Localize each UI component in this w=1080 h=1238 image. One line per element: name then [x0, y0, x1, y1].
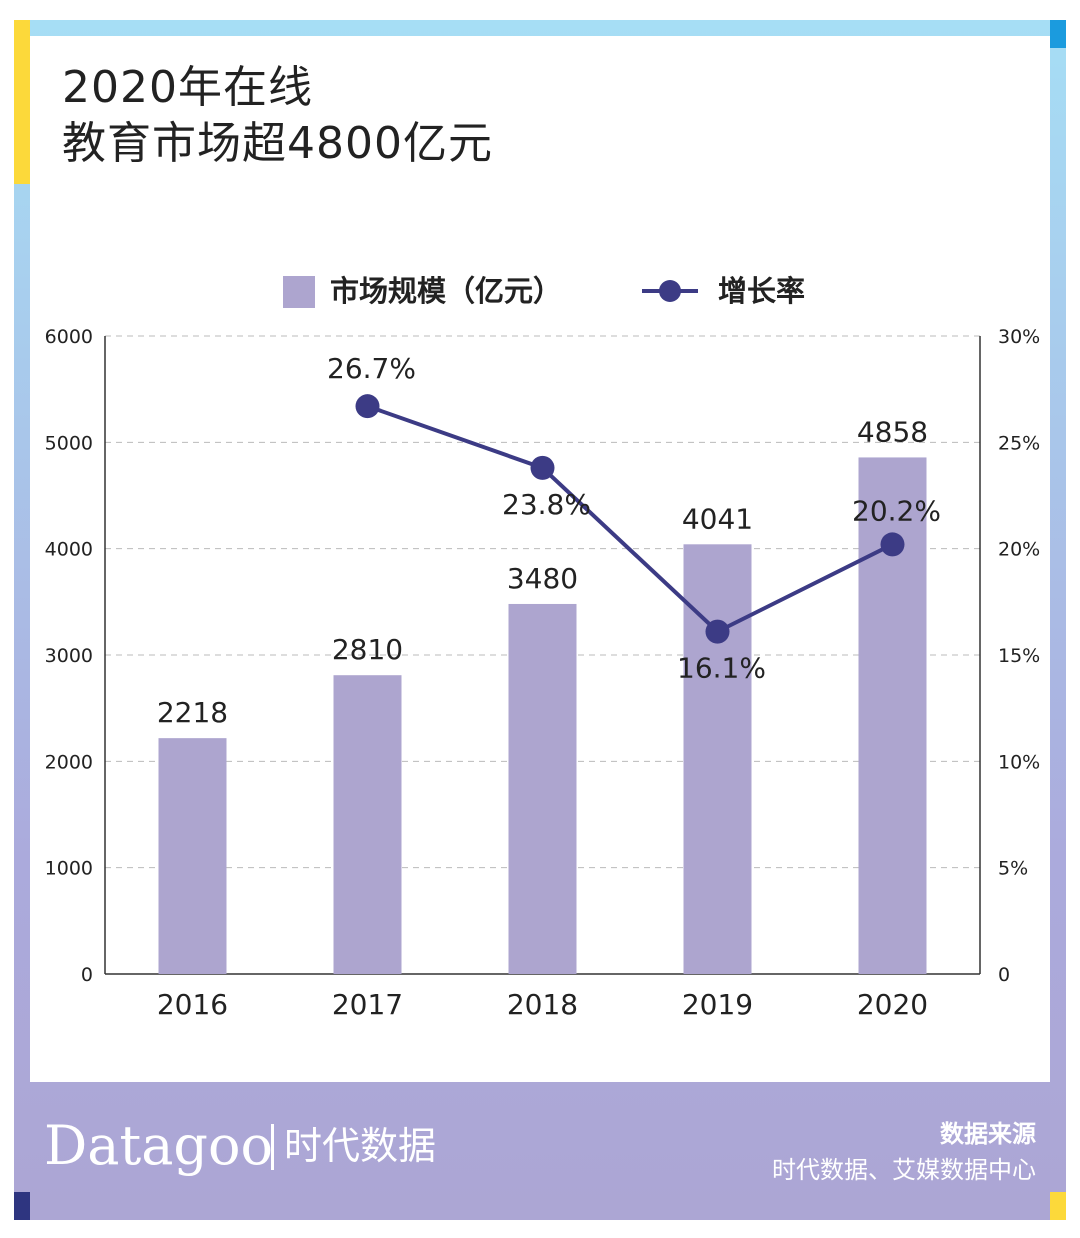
- source-body: 时代数据、艾媒数据中心: [772, 1156, 1036, 1184]
- bar-value-label: 2218: [157, 696, 228, 729]
- bar-value-label: 2810: [332, 633, 403, 666]
- bar-value-label: 4858: [857, 415, 928, 448]
- growth-rate-point: [355, 394, 380, 419]
- growth-rate-label: 20.2%: [852, 494, 941, 527]
- footer-separator: [271, 1124, 274, 1170]
- accent-strip-blue-right: [1050, 20, 1066, 48]
- right-tick-label: 15%: [998, 645, 1040, 667]
- left-tick-label: 3000: [45, 645, 93, 667]
- growth-rate-label: 23.8%: [502, 488, 591, 521]
- growth-rate-point: [705, 619, 730, 644]
- growth-rate-point: [880, 532, 905, 557]
- title-line-2: 教育市场超4800亿元: [62, 118, 493, 169]
- bar: [333, 675, 402, 974]
- growth-rate-label: 26.7%: [327, 352, 416, 385]
- legend-line-label: 增长率: [718, 274, 806, 308]
- right-tick-label: 25%: [998, 432, 1040, 454]
- title-line-1: 2020年在线: [62, 62, 313, 113]
- growth-rate-label: 16.1%: [677, 652, 766, 685]
- footer-brand: 时代数据: [284, 1124, 437, 1168]
- footer-logo: Datagoo: [44, 1114, 273, 1177]
- bar-value-label: 4041: [682, 502, 753, 535]
- legend-bar-swatch: [283, 276, 315, 308]
- x-tick-label: 2019: [682, 988, 753, 1021]
- source-title: 数据来源: [940, 1120, 1036, 1148]
- accent-strip-yellow-left: [14, 20, 30, 184]
- accent-strip-navy-left: [14, 1192, 30, 1220]
- left-tick-label: 6000: [45, 326, 93, 348]
- x-tick-label: 2017: [332, 988, 403, 1021]
- right-tick-label: 0: [998, 964, 1010, 986]
- right-tick-label: 20%: [998, 539, 1040, 561]
- bar: [158, 738, 227, 974]
- growth-rate-point: [530, 455, 555, 480]
- left-tick-label: 0: [81, 964, 93, 986]
- left-tick-label: 4000: [45, 539, 93, 561]
- page-title: 2020年在线 教育市场超4800亿元: [62, 60, 493, 172]
- right-tick-label: 30%: [998, 326, 1040, 348]
- bar-value-label: 3480: [507, 562, 578, 595]
- x-tick-label: 2016: [157, 988, 228, 1021]
- bar: [508, 603, 577, 974]
- bar: [683, 544, 752, 974]
- x-tick-label: 2020: [857, 988, 928, 1021]
- legend-bar-label: 市场规模（亿元）: [330, 274, 563, 308]
- x-tick-label: 2018: [507, 988, 578, 1021]
- legend-line-marker: [642, 280, 698, 302]
- right-tick-label: 5%: [998, 858, 1028, 880]
- left-tick-label: 5000: [45, 432, 93, 454]
- left-tick-label: 2000: [45, 751, 93, 773]
- growth-rate-line: [366, 404, 894, 635]
- accent-strip-yellow-right: [1050, 1192, 1066, 1220]
- right-tick-label: 10%: [998, 751, 1040, 773]
- left-tick-label: 1000: [45, 858, 93, 880]
